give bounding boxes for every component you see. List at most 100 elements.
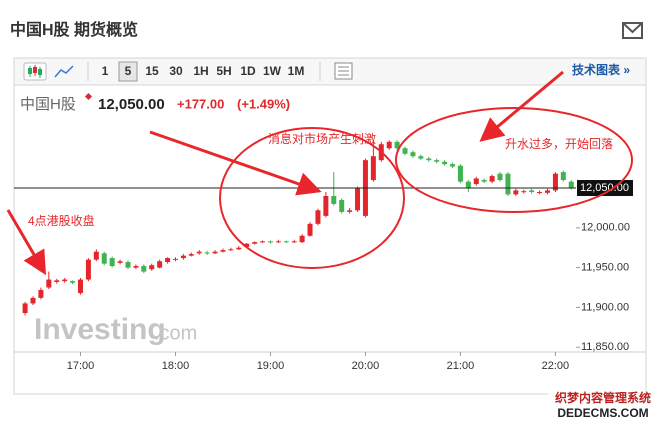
page-title: 中国H股 期货概览 [10, 20, 138, 39]
price-change: +177.00 [177, 96, 224, 111]
candle-body [552, 173, 558, 191]
interval-button[interactable]: 1D [240, 64, 256, 78]
last-price-tag-label: 12,050.00 [580, 182, 629, 194]
arrow [6, 209, 47, 276]
candle-body [157, 261, 163, 268]
interval-button[interactable]: 5H [216, 64, 231, 78]
candle-body [402, 148, 408, 154]
candle-body [307, 223, 313, 236]
interval-button[interactable]: 1 [102, 64, 109, 78]
line-icon[interactable] [54, 65, 74, 78]
annotation: 消息对市场产生刺激 [268, 131, 376, 146]
chart-link[interactable]: 技术图表 » [572, 62, 630, 77]
candle-body [505, 173, 511, 195]
candle-body [260, 241, 266, 243]
candle-body [529, 190, 535, 192]
candle-body [109, 258, 115, 267]
candle-body [267, 241, 273, 243]
candle-body [77, 279, 83, 294]
candle-body [22, 303, 28, 313]
candle-body [473, 178, 479, 185]
candle-body [165, 258, 171, 263]
candle-body [133, 266, 139, 268]
candle-body [386, 141, 392, 149]
candle-body [521, 191, 527, 193]
candle-body [46, 279, 52, 288]
candle-body [497, 173, 503, 181]
candle-body [315, 210, 321, 224]
candle-body [370, 156, 376, 181]
interval-button[interactable]: 1M [288, 64, 305, 78]
watermark: 织梦内容管理系统 [555, 390, 651, 405]
candle-body [85, 259, 91, 280]
candle-body [212, 251, 218, 254]
arrow [479, 70, 564, 142]
logo: Investing .com [34, 313, 197, 346]
annotation-shapes [6, 70, 633, 276]
candle-body [70, 281, 76, 283]
candle-body [323, 195, 329, 216]
candle-body [442, 161, 448, 165]
candle-body [228, 249, 234, 251]
candle-body [450, 164, 456, 167]
y-tick-label: 11,950.00 [581, 262, 629, 274]
candle-body [537, 191, 543, 193]
live-indicator [84, 92, 93, 101]
candle-body [30, 297, 36, 304]
settings-icon[interactable] [334, 62, 353, 80]
watermark-bg [548, 390, 658, 423]
logo-suffix: .com [154, 322, 197, 344]
candle-body [339, 199, 345, 212]
interval-button[interactable]: 1W [263, 64, 282, 78]
candle-body [481, 180, 487, 182]
watermark: DEDECMS.COM [557, 406, 648, 420]
interval-selected[interactable] [118, 61, 138, 82]
plot: 11,850.00 11,900.00 11,950.00 12,000.00 17:0… [14, 140, 646, 372]
candle-body [418, 156, 424, 159]
annotation: 4点港股收盘 [28, 213, 95, 228]
candle-body [410, 152, 416, 157]
interval-button[interactable]: 15 [145, 64, 159, 78]
candle-body [331, 195, 337, 204]
candle-body [244, 243, 250, 247]
last-price: 12,050.00 [98, 96, 165, 113]
candle-body [394, 141, 400, 149]
x-tick-label: 20:00 [352, 360, 380, 372]
candle-body [545, 190, 551, 193]
y-tick-label: 11,900.00 [581, 301, 629, 313]
interval-button[interactable]: 1H [193, 64, 208, 78]
highlight-ellipse [219, 127, 405, 269]
candle-body [347, 210, 353, 212]
candle-body [560, 172, 566, 181]
interval-button[interactable]: 30 [169, 64, 183, 78]
candle-body [188, 254, 194, 256]
candle-body [489, 176, 495, 182]
arrow [149, 130, 322, 196]
candle-body [426, 158, 432, 161]
x-tick-label: 17:00 [67, 360, 95, 372]
candle-body [117, 261, 123, 263]
candle-body [180, 255, 186, 259]
candle-body [172, 258, 178, 260]
y-tick-label: 11,850.00 [581, 341, 629, 353]
candle-body [101, 253, 107, 264]
candle-body [275, 241, 281, 243]
x-tick-label: 22:00 [542, 360, 570, 372]
logo-name: Investing [34, 313, 166, 346]
mail-icon[interactable] [622, 22, 643, 39]
candle-body [204, 252, 210, 254]
price-change-pct: (+1.49%) [237, 96, 290, 111]
candle-body [62, 279, 68, 282]
x-tick-label: 19:00 [257, 360, 285, 372]
candle-body [125, 262, 131, 268]
interval-button[interactable]: 5 [125, 64, 132, 78]
candle-icon[interactable] [23, 62, 47, 81]
candle-body [299, 235, 305, 243]
x-tick-label: 18:00 [162, 360, 190, 372]
candle-body [465, 181, 471, 189]
candle-body [291, 241, 297, 243]
instrument-name: 中国H股 [20, 96, 76, 113]
candle-body [513, 190, 519, 195]
candle-body [141, 266, 147, 272]
x-tick-label: 21:00 [447, 360, 475, 372]
